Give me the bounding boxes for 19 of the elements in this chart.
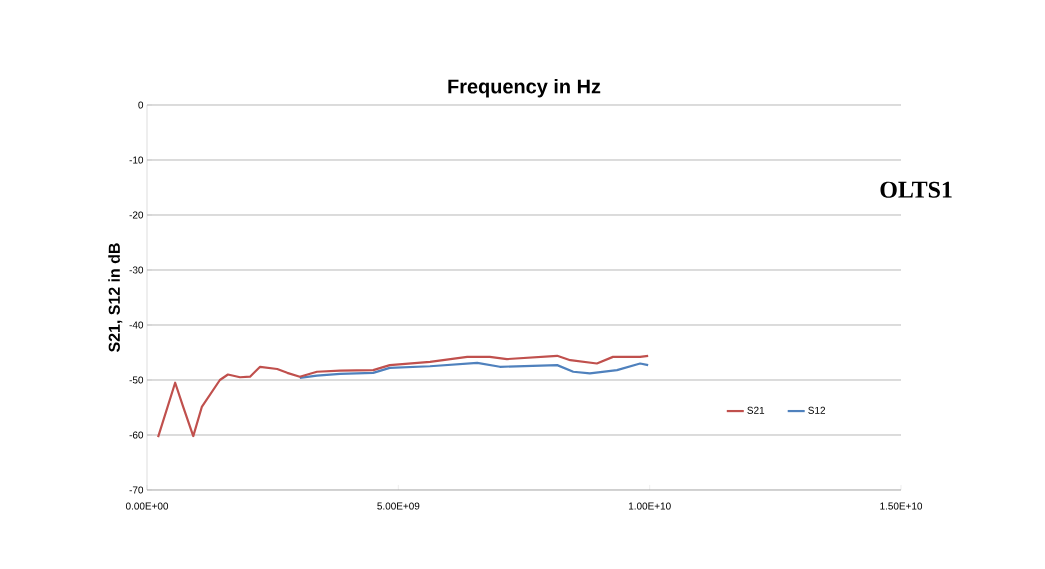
y-axis-title: S21, S12 in dB xyxy=(108,243,123,352)
y-tick-label: 0 xyxy=(138,101,144,109)
y-tick-label: -30 xyxy=(129,266,144,274)
y-tick-label: -50 xyxy=(129,376,144,384)
x-axis-title: Frequency in Hz xyxy=(448,78,601,98)
annotation: OLTS1 xyxy=(880,181,952,198)
y-tick-label: -40 xyxy=(129,321,144,329)
y-tick-label: -70 xyxy=(129,486,144,494)
line-series xyxy=(298,361,650,379)
x-tick-label: 0.00E+00 xyxy=(125,502,169,510)
x-tick-label: 5.00E+09 xyxy=(377,502,420,510)
y-tick-label: -60 xyxy=(129,431,144,439)
legend-label: S12 xyxy=(808,406,826,414)
y-tick-label: -20 xyxy=(129,211,144,219)
legend-label: S21 xyxy=(747,406,765,414)
y-tick-label: -10 xyxy=(129,156,144,164)
line-series xyxy=(156,354,650,439)
x-tick-label: 1.50E+10 xyxy=(880,502,923,510)
x-tick-label: 1.00E+10 xyxy=(628,502,671,510)
